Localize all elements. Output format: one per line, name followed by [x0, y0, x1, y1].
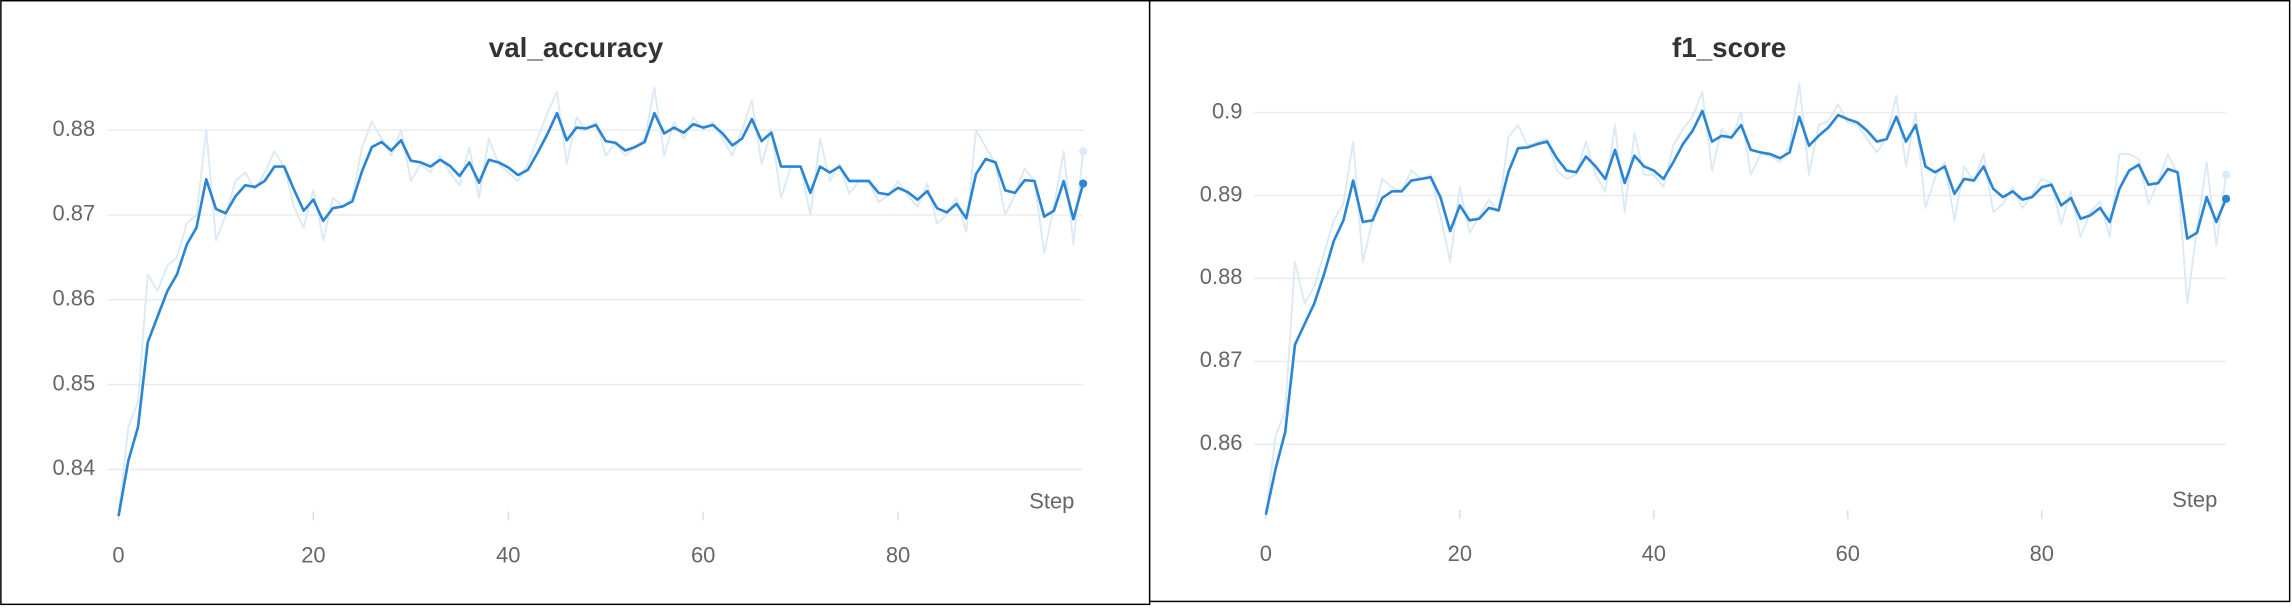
chart-title: f1_score — [1672, 32, 1786, 63]
chart-title: val_accuracy — [489, 32, 664, 63]
y-tick-label: 0.88 — [1200, 264, 1243, 289]
y-tick-label: 0.89 — [1200, 181, 1243, 206]
end-marker — [1079, 147, 1088, 156]
series-line — [117, 111, 1085, 517]
y-tick-label: 0.86 — [53, 286, 96, 311]
panel-border — [1148, 0, 2291, 603]
y-tick-label: 0.87 — [1200, 347, 1243, 372]
series-line — [1264, 109, 2228, 515]
end-marker — [2221, 170, 2231, 179]
y-tick-label: 0.9 — [1212, 98, 1242, 123]
x-tick-label: 20 — [301, 543, 325, 568]
y-tick-label: 0.84 — [53, 455, 96, 480]
y-tick-label: 0.88 — [53, 116, 96, 141]
x-tick-label: 60 — [1836, 541, 1860, 566]
y-tick-label: 0.85 — [53, 370, 96, 395]
x-tick-label: 40 — [1642, 541, 1666, 566]
x-tick-label: 80 — [886, 543, 910, 568]
panel-border — [0, 0, 1151, 606]
x-tick-label: 80 — [2030, 541, 2054, 566]
x-axis-label: Step — [1029, 489, 1074, 514]
x-tick-label: 60 — [691, 543, 715, 568]
end-marker — [1079, 179, 1088, 188]
x-tick-label: 20 — [1448, 541, 1472, 566]
y-tick-label: 0.86 — [1200, 430, 1243, 455]
x-tick-label: 0 — [112, 543, 124, 568]
x-tick-label: 0 — [1260, 541, 1272, 566]
y-tick-label: 0.87 — [53, 201, 96, 226]
x-axis-label: Step — [2172, 487, 2217, 512]
end-marker — [2221, 194, 2231, 203]
x-tick-label: 40 — [496, 543, 520, 568]
